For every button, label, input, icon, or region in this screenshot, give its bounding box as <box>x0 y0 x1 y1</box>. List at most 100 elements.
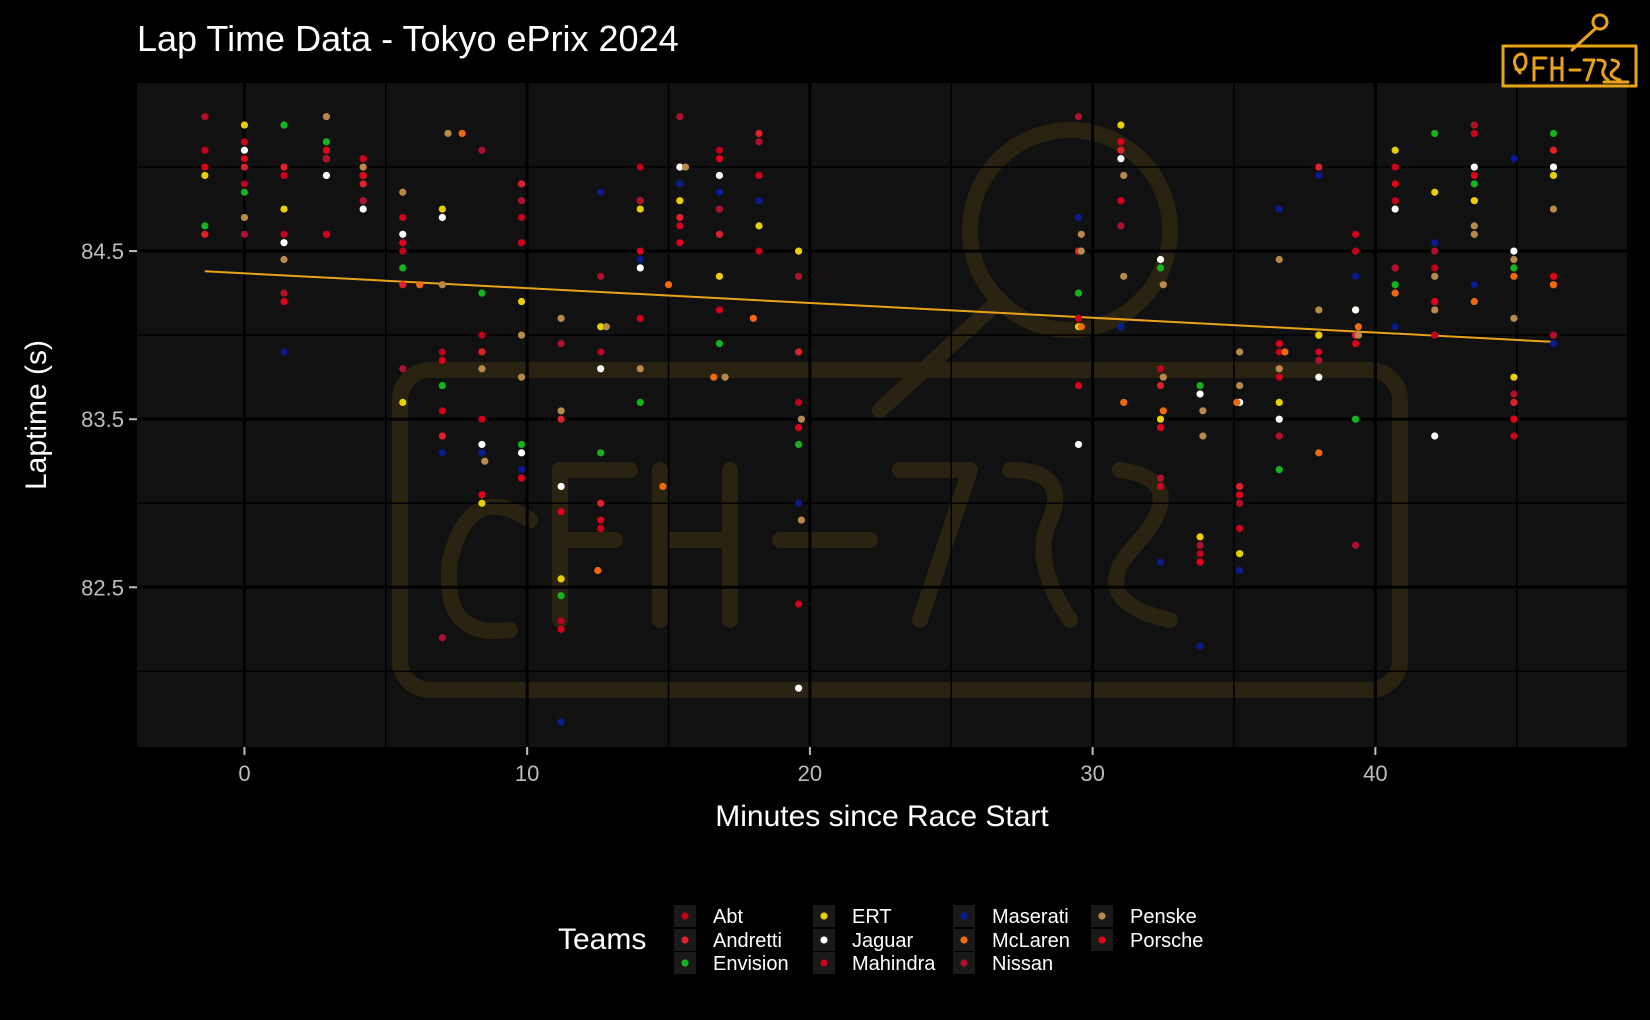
data-point <box>240 180 249 188</box>
data-point <box>636 197 644 205</box>
data-point <box>1431 297 1439 306</box>
data-point <box>438 407 446 415</box>
data-point <box>444 129 452 138</box>
data-point <box>1156 264 1165 272</box>
data-point <box>1431 239 1439 247</box>
data-point <box>1275 466 1283 474</box>
data-point <box>359 205 367 213</box>
data-point <box>794 424 803 432</box>
data-point <box>676 222 684 230</box>
data-point <box>557 415 565 423</box>
data-point <box>240 146 249 154</box>
data-point <box>1077 230 1085 238</box>
data-point <box>280 297 288 306</box>
data-point <box>636 264 644 272</box>
data-point <box>1431 129 1439 138</box>
data-point <box>1549 146 1558 154</box>
data-point <box>322 146 331 154</box>
data-point <box>1275 415 1283 423</box>
data-point <box>1275 348 1283 356</box>
data-point <box>557 617 565 625</box>
data-point <box>715 339 724 348</box>
data-point <box>438 213 446 222</box>
points-layer <box>201 113 1558 726</box>
data-point <box>201 230 209 238</box>
data-point <box>1470 171 1478 180</box>
data-point <box>1315 356 1323 364</box>
data-point <box>715 230 724 238</box>
data-point <box>1236 524 1244 533</box>
data-point <box>280 239 288 247</box>
data-point <box>715 146 724 154</box>
legend-label: Penske <box>1130 906 1197 928</box>
data-point <box>1431 272 1439 280</box>
data-point <box>1275 339 1283 348</box>
data-point <box>478 415 486 423</box>
data-point <box>201 171 209 180</box>
x-tick-label: 30 <box>1080 761 1104 786</box>
data-point <box>715 155 724 163</box>
chart-title: Lap Time Data - Tokyo ePrix 2024 <box>137 18 679 59</box>
legend-item-jaguar: Jaguar <box>813 929 913 952</box>
data-point <box>517 297 526 306</box>
data-point <box>1117 121 1125 129</box>
data-point <box>1236 550 1244 558</box>
data-point <box>1510 272 1518 280</box>
data-point <box>438 205 446 213</box>
data-point <box>1120 272 1128 280</box>
data-point <box>1510 390 1518 398</box>
data-point <box>636 255 644 264</box>
data-point <box>1391 205 1399 213</box>
data-point <box>1159 281 1167 289</box>
data-point <box>399 264 407 272</box>
data-point <box>597 272 605 280</box>
series-maserati <box>280 155 1558 726</box>
data-point <box>399 281 407 289</box>
data-point <box>1351 339 1360 348</box>
y-tick-label: 83.5 <box>81 407 124 432</box>
data-point <box>481 457 489 465</box>
data-point <box>201 163 209 171</box>
data-point <box>715 205 724 213</box>
data-point <box>240 163 249 171</box>
data-point <box>1351 230 1360 238</box>
data-point <box>794 440 803 449</box>
data-point <box>240 188 249 196</box>
data-point <box>399 188 407 196</box>
data-point <box>1117 138 1125 146</box>
data-point <box>1117 155 1125 163</box>
data-point <box>636 205 644 213</box>
trend-layer <box>204 270 1554 343</box>
data-point <box>557 625 565 633</box>
data-point <box>1549 163 1558 171</box>
data-point <box>201 113 209 121</box>
data-point <box>1281 348 1289 356</box>
data-point <box>1196 550 1204 558</box>
legend-swatch <box>960 912 968 920</box>
data-point <box>1074 440 1083 449</box>
data-point <box>322 138 331 146</box>
series-penske <box>240 113 1558 524</box>
data-point <box>1549 129 1558 138</box>
signature-logo <box>1501 13 1638 88</box>
data-point <box>1196 541 1204 549</box>
data-point <box>1199 432 1207 440</box>
data-point <box>1470 281 1478 289</box>
data-point <box>676 213 684 222</box>
data-point <box>715 171 724 180</box>
data-point <box>478 491 486 499</box>
data-point <box>399 230 407 238</box>
data-point <box>359 155 367 163</box>
data-point <box>636 163 644 171</box>
data-point <box>240 138 249 146</box>
data-point <box>1117 146 1125 154</box>
legend-item-porsche: Porsche <box>1091 929 1203 952</box>
data-point <box>280 230 288 238</box>
data-point <box>1117 222 1125 230</box>
data-point <box>1074 213 1083 222</box>
data-point <box>597 524 605 533</box>
data-point <box>594 566 602 575</box>
x-tick-label: 0 <box>238 761 250 786</box>
data-point <box>1510 415 1518 423</box>
